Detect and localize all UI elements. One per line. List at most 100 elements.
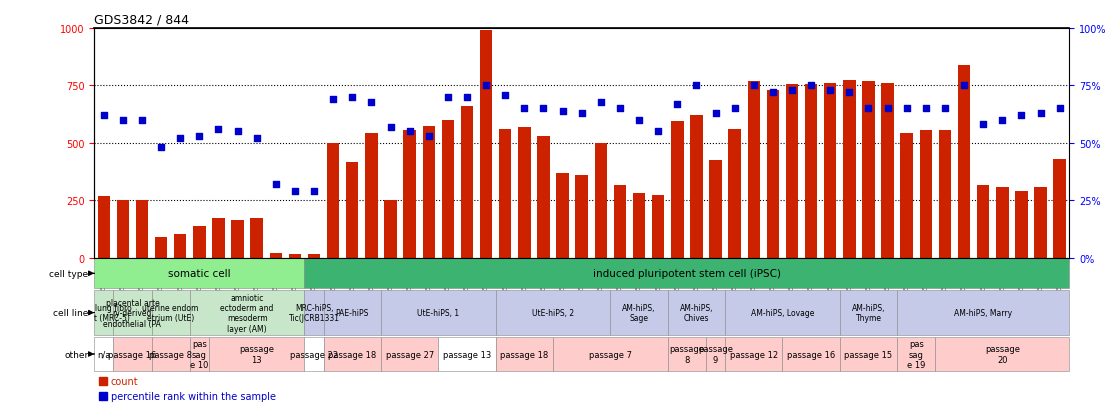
Point: [649, 129, 667, 135]
Bar: [996, 187, 1008, 258]
Bar: [782, 337, 840, 371]
Text: PAE-hiPS: PAE-hiPS: [336, 309, 369, 317]
Text: AM-hiPS, Lovage: AM-hiPS, Lovage: [751, 309, 814, 317]
Bar: [381, 337, 439, 371]
Bar: [232, 220, 244, 258]
Bar: [725, 290, 840, 336]
Point: [745, 83, 762, 90]
Bar: [706, 337, 725, 371]
Bar: [897, 290, 1069, 336]
Bar: [113, 337, 152, 371]
Point: [362, 99, 380, 106]
Point: [860, 106, 878, 112]
Bar: [136, 201, 148, 258]
Point: [707, 110, 725, 117]
Text: passage 15: passage 15: [844, 350, 893, 358]
Text: MRC-hiPS,
Tic(JCRB1331: MRC-hiPS, Tic(JCRB1331: [288, 303, 339, 323]
Point: [841, 90, 859, 96]
Bar: [155, 237, 167, 258]
Bar: [174, 234, 186, 258]
Bar: [499, 130, 512, 258]
Bar: [556, 173, 568, 258]
Text: cell type: cell type: [50, 269, 89, 278]
Text: passage 18: passage 18: [328, 350, 377, 358]
Bar: [843, 81, 855, 258]
Bar: [1054, 159, 1066, 258]
Bar: [269, 254, 283, 258]
Bar: [116, 201, 129, 258]
Point: [458, 95, 475, 101]
Point: [343, 95, 361, 101]
Text: passage 22: passage 22: [290, 350, 338, 358]
Point: [114, 117, 132, 124]
Bar: [461, 107, 473, 258]
Point: [496, 92, 514, 99]
Text: passage 12: passage 12: [730, 350, 778, 358]
Bar: [289, 255, 301, 258]
Bar: [327, 143, 339, 258]
Point: [612, 106, 629, 112]
Bar: [442, 121, 454, 258]
Bar: [439, 337, 495, 371]
Point: [765, 90, 782, 96]
Bar: [748, 82, 760, 258]
Bar: [250, 218, 263, 258]
Point: [994, 117, 1012, 124]
Bar: [957, 66, 971, 258]
Bar: [671, 122, 684, 258]
Bar: [804, 85, 818, 258]
Point: [802, 83, 820, 90]
Bar: [709, 161, 721, 258]
Bar: [422, 126, 435, 258]
Point: [305, 188, 322, 195]
Text: AM-hiPS,
Thyme: AM-hiPS, Thyme: [852, 303, 885, 323]
Point: [325, 97, 342, 103]
Bar: [209, 337, 305, 371]
Point: [439, 95, 456, 101]
Text: passage 16: passage 16: [109, 350, 156, 358]
Point: [228, 129, 246, 135]
Bar: [767, 91, 779, 258]
Text: pas
sag
e 19: pas sag e 19: [907, 339, 925, 369]
Text: passage 13: passage 13: [443, 350, 491, 358]
Legend: count, percentile rank within the sample: count, percentile rank within the sample: [99, 377, 276, 401]
Bar: [1015, 192, 1027, 258]
Point: [936, 106, 954, 112]
Text: somatic cell: somatic cell: [168, 268, 230, 279]
Bar: [94, 259, 305, 288]
Text: amniotic
ectoderm and
mesoderm
layer (AM): amniotic ectoderm and mesoderm layer (AM…: [220, 293, 274, 333]
Bar: [652, 195, 665, 258]
Bar: [213, 218, 225, 258]
Bar: [786, 85, 798, 258]
Bar: [308, 255, 320, 258]
Text: passage
13: passage 13: [239, 344, 274, 364]
Point: [515, 106, 533, 112]
Bar: [611, 290, 668, 336]
Point: [688, 83, 706, 90]
Text: cell line: cell line: [53, 309, 89, 317]
Text: passage 16: passage 16: [787, 350, 835, 358]
Text: fetal lung fibro
blast (MRC-5): fetal lung fibro blast (MRC-5): [75, 303, 132, 323]
Bar: [366, 133, 378, 258]
Bar: [840, 290, 897, 336]
Bar: [94, 290, 113, 336]
Bar: [901, 133, 913, 258]
Point: [917, 106, 935, 112]
Bar: [614, 186, 626, 258]
Bar: [189, 337, 209, 371]
Bar: [480, 31, 492, 258]
Point: [897, 106, 915, 112]
Bar: [305, 337, 324, 371]
Point: [420, 133, 438, 140]
Point: [1032, 110, 1049, 117]
Point: [630, 117, 648, 124]
Text: other: other: [64, 350, 89, 358]
Text: passage 7: passage 7: [588, 350, 632, 358]
Point: [668, 101, 686, 108]
Bar: [305, 290, 324, 336]
Bar: [1035, 187, 1047, 258]
Point: [478, 83, 495, 90]
Bar: [152, 290, 189, 336]
Text: AM-hiPS,
Chives: AM-hiPS, Chives: [679, 303, 714, 323]
Bar: [519, 128, 531, 258]
